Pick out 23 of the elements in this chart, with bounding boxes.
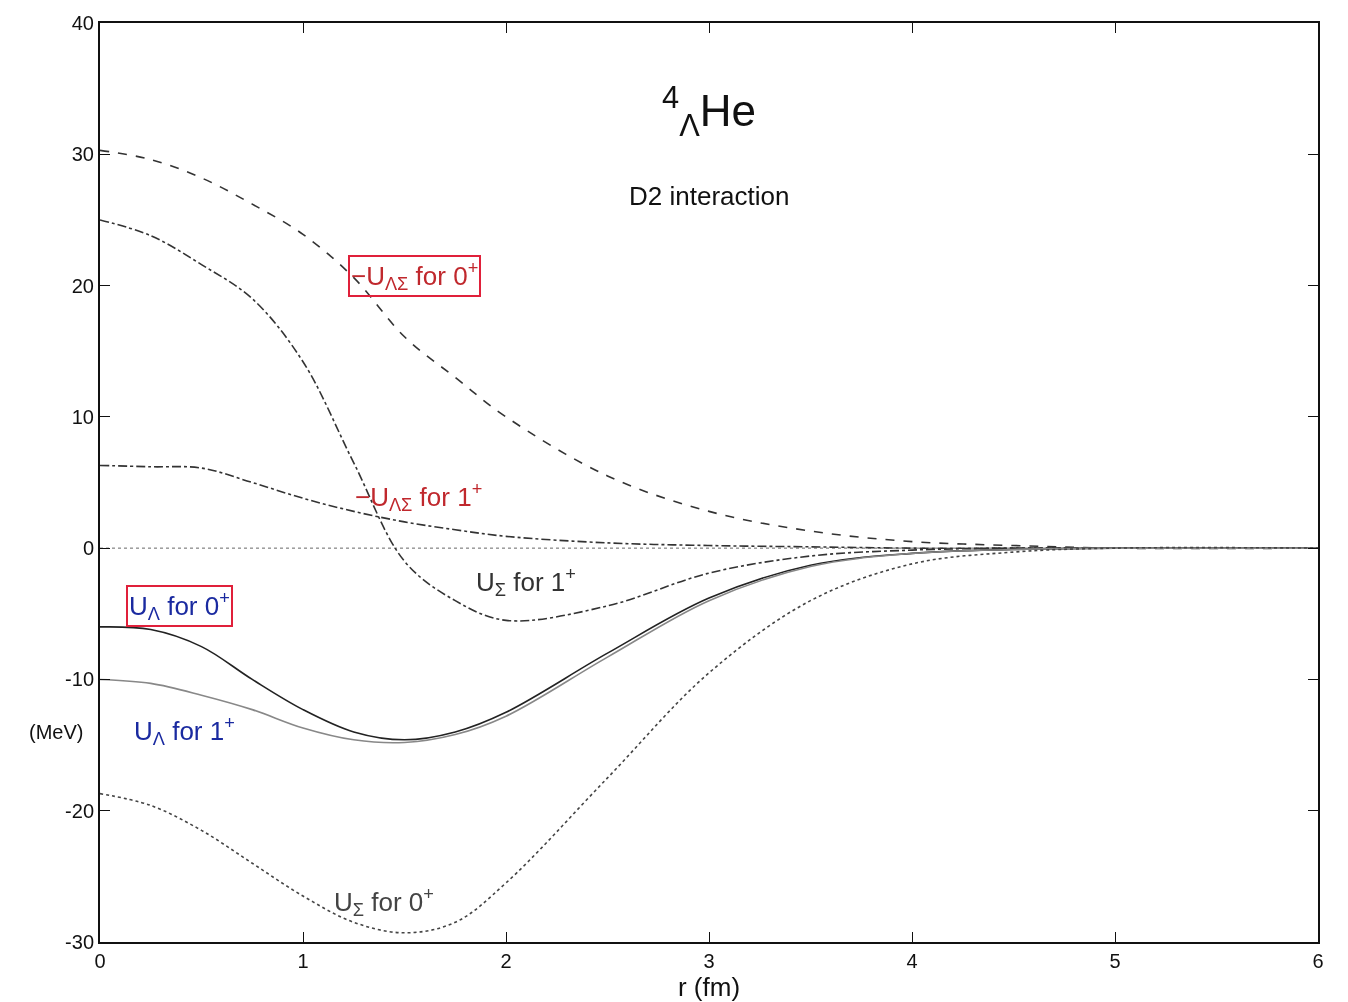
series-label: U$_{Σ}$ for 0$^{+}$ (334, 884, 434, 921)
series-label: −U$_{ΛΣ}$ for 0$^{+}$ (351, 258, 479, 295)
y-axis-title: (MeV) (29, 721, 84, 743)
y-tick-label: -20 (65, 799, 94, 822)
text: D2 interaction (629, 181, 790, 211)
y-tick-label: 30 (71, 143, 94, 166)
x-tick-label: 5 (1109, 950, 1121, 972)
y-tick-label: 0 (82, 537, 94, 560)
x-tick-label: 6 (1312, 950, 1324, 972)
x-axis-title: r (fm) (677, 972, 741, 1002)
x-tick-label: 1 (297, 950, 309, 972)
series-label: −U$_{ΛΣ}$ for 1$^{+}$ (355, 479, 483, 516)
series-label: U$_{Λ}$ for 0$^{+}$ (129, 588, 230, 625)
series-label: U$_{Λ}$ for 1$^{+}$ (134, 713, 235, 750)
y-tick-label: -10 (65, 668, 94, 691)
y-tick-label: 10 (71, 405, 94, 428)
x-tick-label: 3 (703, 950, 715, 972)
x-tick-label: 2 (500, 950, 512, 972)
y-tick-label: -30 (65, 931, 94, 953)
x-tick-label: 4 (906, 950, 918, 972)
series-label: U$_{Σ}$ for 1$^{+}$ (476, 564, 576, 601)
y-tick-label: 40 (71, 12, 94, 34)
y-tick-label: 20 (71, 274, 94, 297)
